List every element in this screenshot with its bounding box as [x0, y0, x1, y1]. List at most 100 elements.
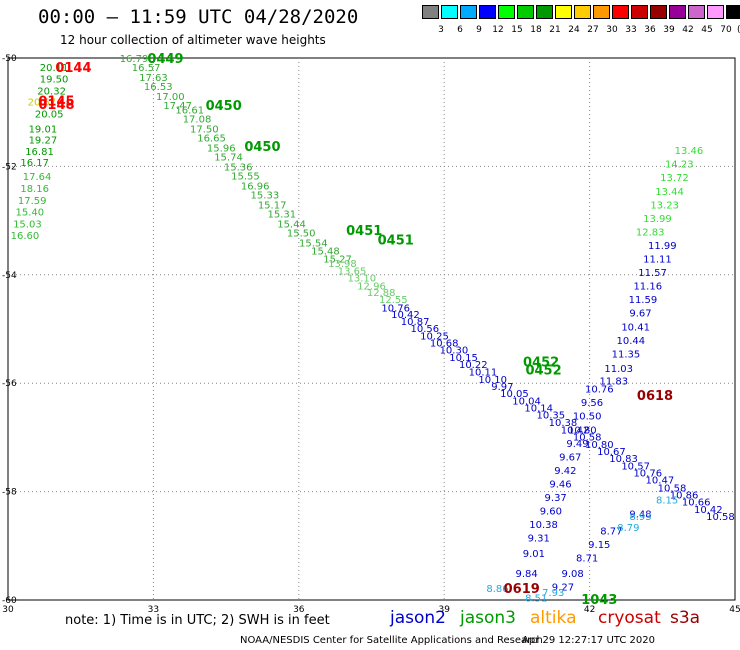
- wave-height-label: 16.81: [25, 147, 54, 158]
- wave-height-label: 16.79: [120, 54, 149, 65]
- wave-height-label: 11.03: [604, 364, 633, 375]
- wave-height-label: 10.86: [670, 490, 699, 501]
- color-scale-label: 21: [549, 25, 561, 35]
- wave-height-label: 7.93: [542, 588, 564, 599]
- legend-cryosat: cryosat: [598, 608, 661, 628]
- footer-credit: NOAA/NESDIS Center for Satellite Applica…: [240, 635, 543, 646]
- color-scale-label: 33: [625, 25, 637, 35]
- wave-height-label: 10.25: [420, 332, 449, 343]
- wave-height-label: 19.01: [29, 124, 58, 135]
- legend-jason3: jason3: [460, 608, 516, 628]
- color-swatch: [593, 5, 610, 19]
- wave-height-label: 11.83: [600, 376, 629, 387]
- wave-height-label: 10.58: [573, 432, 602, 443]
- color-swatch: [460, 5, 477, 19]
- wave-height-label: 16.61: [175, 105, 204, 116]
- wave-height-label: 17.47: [163, 101, 192, 112]
- wave-height-label: 10.22: [459, 360, 488, 371]
- wave-height-label: 19.50: [40, 75, 69, 86]
- y-tick-label: -50: [2, 54, 17, 64]
- color-scale-label: 9: [476, 25, 482, 35]
- wave-height-label: 20.32: [37, 87, 66, 98]
- wave-height-label: 15.54: [299, 238, 328, 249]
- y-tick-label: -52: [2, 162, 17, 172]
- wave-height-label: 11.11: [643, 255, 672, 266]
- color-scale-label: 24: [568, 25, 580, 35]
- pass-time-label: 0450: [206, 99, 242, 114]
- color-swatch: [631, 5, 648, 19]
- wave-height-label: 18.16: [20, 184, 49, 195]
- color-swatch: [555, 5, 572, 19]
- color-scale-label: 45: [701, 25, 713, 35]
- wave-height-label: 12.83: [636, 227, 665, 238]
- wave-height-label: 13.23: [650, 200, 679, 211]
- wave-height-label: 9.37: [545, 493, 567, 504]
- color-swatch: [669, 5, 686, 19]
- wave-height-label: 9.60: [540, 507, 562, 518]
- wave-height-label: 13.99: [643, 214, 672, 225]
- wave-height-label: 9.67: [559, 452, 581, 463]
- color-scale-label: 39: [663, 25, 675, 35]
- wave-height-label: 17.64: [23, 172, 52, 183]
- wave-height-label: 11.59: [629, 295, 658, 306]
- color-scale-unit: (ft): [737, 25, 740, 35]
- color-swatch: [479, 5, 496, 19]
- wave-height-label: 10.15: [449, 353, 478, 364]
- wave-height-label: 10.05: [500, 389, 529, 400]
- wave-height-label: 9.08: [562, 569, 584, 580]
- wave-height-label: 9.27: [552, 582, 574, 593]
- wave-height-label: 10.87: [401, 317, 430, 328]
- color-swatch: [688, 5, 705, 19]
- wave-height-label: 17.50: [190, 124, 219, 135]
- wave-height-label: 16.53: [144, 82, 173, 93]
- pass-time-label: 1043: [581, 593, 617, 608]
- wave-height-label: 9.84: [515, 569, 537, 580]
- wave-height-label: 9.97: [491, 382, 513, 393]
- wave-height-label: 17.08: [183, 115, 212, 126]
- wave-height-label: 12.55: [379, 295, 408, 306]
- wave-height-label: 13.65: [338, 266, 367, 277]
- wave-height-label: 10.83: [609, 454, 638, 465]
- wave-height-label: 10.56: [410, 324, 439, 335]
- wave-height-label: 16.17: [20, 158, 49, 169]
- wave-height-label: 20.57: [28, 97, 57, 108]
- y-tick-label: -58: [2, 488, 17, 498]
- pass-time-label: 0144: [55, 61, 91, 76]
- wave-height-label: 8.93: [629, 512, 651, 523]
- wave-height-label: 10.76: [585, 385, 614, 396]
- y-tick-label: -54: [2, 271, 17, 281]
- wave-height-label: 9.67: [629, 309, 651, 320]
- color-swatch: [536, 5, 553, 19]
- wave-height-label: 17.63: [139, 73, 168, 84]
- legend-altika: altika: [530, 608, 577, 628]
- x-tick-label: 42: [584, 605, 595, 615]
- color-swatch: [650, 5, 667, 19]
- wave-height-label: 16.60: [11, 231, 40, 242]
- wave-height-label: 15.17: [258, 200, 287, 211]
- wave-height-label: 16.57: [132, 63, 161, 74]
- color-swatch: [498, 5, 515, 19]
- wave-height-label: 15.74: [214, 153, 243, 164]
- wave-height-label: 17.00: [156, 92, 185, 103]
- wave-height-label: 9.49: [566, 439, 588, 450]
- wave-height-label: 16.96: [241, 181, 270, 192]
- pass-time-label: 0449: [147, 52, 183, 67]
- wave-height-label: 15.55: [231, 172, 260, 183]
- wave-height-label: 10.42: [694, 505, 723, 516]
- wave-height-label: 11.57: [638, 268, 667, 279]
- plot-frame: [7, 57, 736, 601]
- wave-height-label: 10.80: [568, 425, 597, 436]
- wave-height-label: 13.46: [675, 146, 704, 157]
- wave-height-label: 10.35: [537, 411, 566, 422]
- wave-height-label: 10.58: [706, 512, 735, 523]
- pass-time-label: 0618: [637, 389, 673, 404]
- page-subtitle: 12 hour collection of altimeter wave hei…: [60, 33, 326, 47]
- wave-height-label: 10.50: [573, 412, 602, 423]
- wave-height-label: 20.11: [40, 63, 69, 74]
- page-title: 00:00 – 11:59 UTC 04/28/2020: [38, 6, 359, 28]
- wave-height-label: 8.51: [525, 593, 547, 604]
- pass-time-label: 0451: [346, 224, 382, 239]
- wave-height-label: 10.30: [440, 346, 469, 357]
- wave-height-label: 8.86: [486, 584, 508, 595]
- wave-height-label: 8.15: [656, 496, 678, 507]
